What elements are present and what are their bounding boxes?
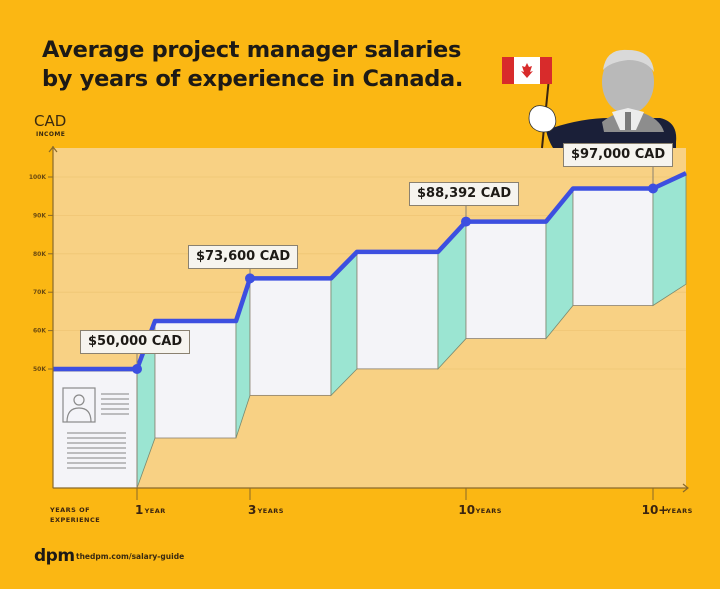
- step-face: [249, 277, 332, 396]
- step-face: [356, 251, 439, 370]
- step-side-panel: [652, 172, 687, 307]
- x-tick-number: 10+: [642, 503, 669, 517]
- x-axis-label-line-2: EXPERIENCE: [50, 516, 100, 524]
- x-tick-unit: YEARS: [475, 507, 502, 515]
- x-tick-unit: YEARS: [257, 507, 284, 515]
- y-tick-label: 80K: [33, 251, 46, 258]
- resume-document-icon: [52, 370, 138, 489]
- x-tick-unit: YEAR: [144, 507, 166, 515]
- y-axis-arrow-icon: [48, 146, 58, 153]
- x-axis-label-line-1: YEARS OF: [49, 506, 90, 514]
- salary-line: [53, 171, 687, 372]
- annotation-88392: $88,392 CAD: [409, 182, 520, 206]
- x-tick-number: 3: [248, 503, 256, 517]
- y-axis-sublabel: INCOME: [36, 131, 66, 138]
- canada-flag-icon: [502, 57, 552, 149]
- x-tick-number: 1: [135, 503, 143, 517]
- y-tick-label: 100K: [29, 174, 47, 181]
- title-line-2: by years of experience in Canada.: [42, 66, 464, 92]
- y-tick-label: 60K: [33, 328, 46, 335]
- data-point: [245, 273, 255, 284]
- y-ticks: 100K 90K 80K 70K 60K 50K: [29, 174, 53, 373]
- x-tick-number: 10: [458, 503, 475, 517]
- x-ticks: 1 YEAR 3 YEARS 10 YEARS 10+YEARS: [135, 488, 692, 517]
- y-axis-label: CAD: [34, 112, 67, 130]
- x-tick-unit: YEARS: [665, 507, 692, 515]
- chart-title: Average project manager salaries by year…: [42, 36, 502, 94]
- annotation-73600: $73,600 CAD: [188, 245, 299, 269]
- title-line-1: Average project manager salaries: [42, 37, 462, 63]
- annotation-97000: $97,000 CAD: [563, 143, 674, 167]
- y-tick-label: 70K: [33, 289, 46, 296]
- y-tick-label: 50K: [33, 366, 46, 373]
- waving-man-illustration: [528, 49, 677, 148]
- data-point: [648, 183, 658, 194]
- data-point: [461, 216, 471, 227]
- step-face: [572, 188, 654, 306]
- dpm-logo: dpm: [34, 546, 75, 566]
- data-point: [132, 364, 142, 374]
- annotation-50000: $50,000 CAD: [80, 330, 191, 354]
- x-axis-arrow-icon: [682, 483, 689, 493]
- source-url[interactable]: thedpm.com/salary-guide: [76, 552, 185, 561]
- step-face: [465, 221, 547, 339]
- data-points: [132, 163, 658, 374]
- y-tick-label: 90K: [33, 212, 46, 219]
